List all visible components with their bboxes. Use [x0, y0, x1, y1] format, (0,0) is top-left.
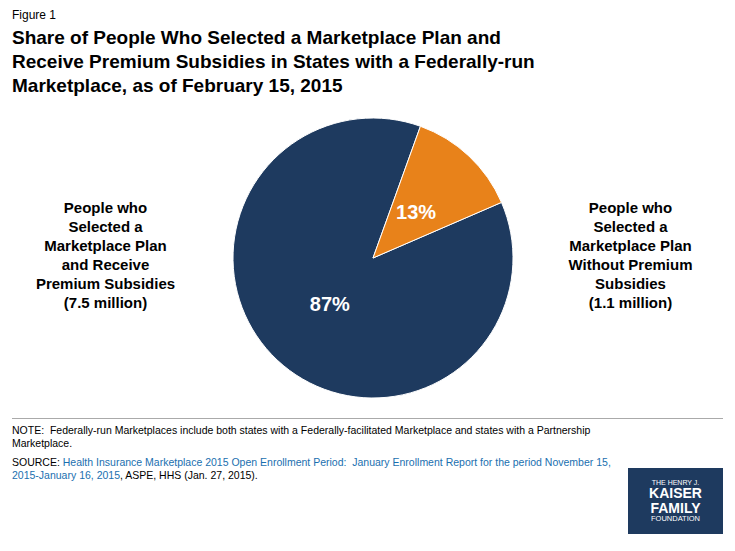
svg-text:87%: 87% [310, 293, 350, 315]
html-text:Figure 1: Figure 1 [12, 8, 56, 22]
html-text:FOUNDATION: FOUNDATION [651, 514, 700, 524]
html-text:KAISER: KAISER [649, 485, 702, 501]
html-text:SOURCE: Health Insurance Marke: SOURCE: Health Insurance Marketplace 201… [12, 456, 611, 481]
html-text:People who Selected a Marketpl: People who Selected a Marketplace Plan W… [568, 199, 693, 311]
html-text:FAMILY: FAMILY [650, 499, 701, 516]
html-text:NOTE: Federally-run Marketplac: NOTE: Federally-run Marketplaces include… [12, 424, 591, 449]
html-text:Share of People Who Selected a: Share of People Who Selected a Marketpla… [12, 27, 535, 96]
html-text:THE HENRY J.: THE HENRY J. [651, 478, 700, 486]
html-text:People who Selected a Marketpl: People who Selected a Marketplace Plan a… [35, 199, 176, 311]
svg-text:13%: 13% [396, 201, 436, 223]
